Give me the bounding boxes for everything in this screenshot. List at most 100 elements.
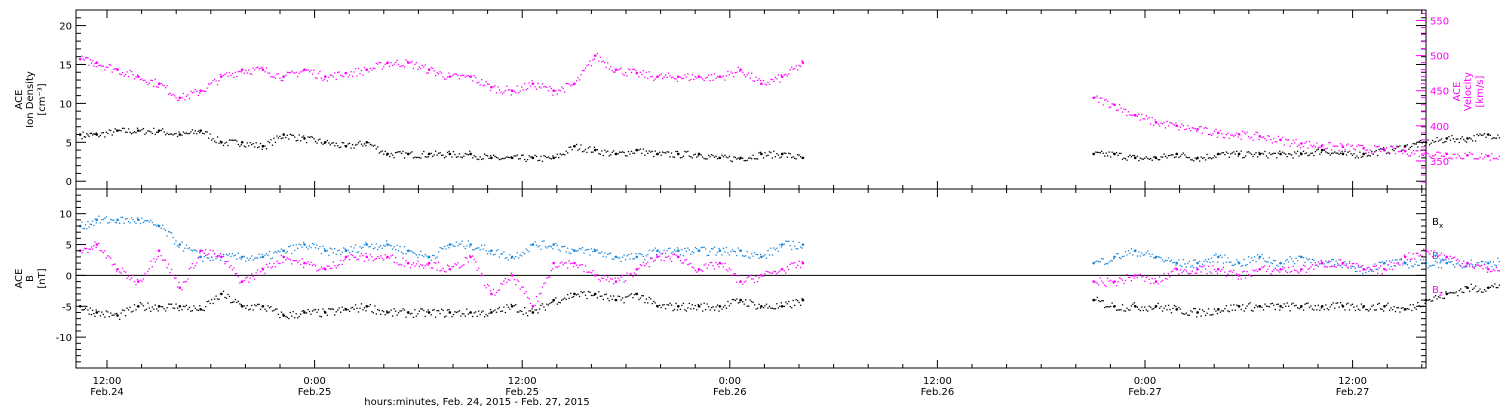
- data-dot: [694, 75, 696, 78]
- data-dot: [139, 79, 142, 81]
- data-dot: [467, 240, 469, 242]
- data-dot: [463, 245, 465, 248]
- data-dot: [409, 250, 412, 252]
- data-dot: [586, 297, 588, 300]
- data-dot: [1258, 268, 1260, 271]
- data-dot: [1313, 309, 1315, 311]
- data-dot: [458, 243, 461, 245]
- data-dot: [265, 252, 268, 255]
- data-dot: [482, 85, 484, 87]
- data-dot: [510, 303, 512, 306]
- data-dot: [709, 156, 711, 158]
- data-dot: [478, 81, 480, 83]
- data-dot: [715, 155, 717, 157]
- data-dot: [1194, 259, 1196, 261]
- data-dot: [1461, 136, 1463, 138]
- data-dot: [598, 152, 600, 155]
- data-dot: [777, 271, 780, 273]
- data-dot: [328, 76, 330, 78]
- data-dot: [298, 315, 300, 318]
- data-dot: [1382, 148, 1385, 151]
- data-dot: [216, 256, 219, 258]
- data-dot: [1166, 278, 1168, 280]
- data-dot: [1387, 263, 1389, 266]
- data-dot: [464, 152, 466, 155]
- data-dot: [130, 277, 133, 279]
- data-dot: [737, 247, 739, 249]
- data-dot: [1123, 108, 1125, 110]
- data-dot: [301, 258, 303, 260]
- data-dot: [1400, 257, 1403, 260]
- data-dot: [1334, 145, 1336, 148]
- data-dot: [529, 310, 532, 312]
- data-dot: [506, 281, 508, 284]
- data-dot: [584, 249, 587, 251]
- data-dot: [191, 250, 194, 252]
- data-dot: [1273, 304, 1275, 306]
- data-dot: [1101, 97, 1103, 99]
- data-dot: [590, 272, 593, 274]
- data-dot: [313, 309, 315, 311]
- data-dot: [191, 309, 194, 312]
- data-dot: [1172, 307, 1174, 310]
- data-dot: [1178, 306, 1180, 309]
- data-dot: [1215, 270, 1217, 272]
- data-dot: [323, 78, 326, 80]
- data-dot: [1178, 259, 1180, 261]
- data-dot: [89, 307, 91, 309]
- data-dot: [639, 264, 642, 266]
- data-point: [199, 89, 202, 93]
- data-dot: [205, 90, 207, 92]
- data-dot: [478, 267, 480, 269]
- data-dot: [774, 76, 777, 79]
- data-dot: [1353, 262, 1355, 265]
- data-dot: [1486, 287, 1489, 289]
- data-dot: [1498, 137, 1500, 139]
- data-dot: [547, 90, 550, 92]
- data-dot: [786, 240, 788, 243]
- data-dot: [1334, 151, 1336, 153]
- data-dot: [611, 151, 613, 153]
- data-dot: [1305, 271, 1308, 274]
- data-dot: [794, 304, 796, 307]
- data-dot: [1483, 156, 1486, 158]
- data-dot: [443, 245, 446, 248]
- data-dot: [598, 278, 600, 281]
- data-dot: [1184, 154, 1186, 156]
- data-dot: [1173, 156, 1176, 159]
- data-dot: [688, 302, 690, 305]
- data-dot: [98, 242, 100, 245]
- data-dot: [565, 262, 567, 264]
- data-dot: [1360, 144, 1363, 147]
- data-dot: [736, 298, 738, 300]
- data-dot: [1374, 263, 1376, 265]
- bottom-ylabel-line-2: B: [25, 275, 36, 282]
- data-dot: [661, 151, 664, 153]
- data-dot: [403, 66, 406, 68]
- data-dot: [641, 253, 643, 256]
- data-dot: [1098, 151, 1100, 154]
- data-dot: [167, 263, 170, 265]
- data-dot: [669, 247, 671, 249]
- data-dot: [1308, 267, 1311, 270]
- data-point: [303, 261, 306, 265]
- data-dot: [1138, 159, 1140, 162]
- data-dot: [728, 74, 731, 76]
- data-dot: [1440, 155, 1443, 157]
- data-dot: [151, 132, 153, 135]
- data-dot: [1196, 266, 1198, 269]
- data-dot: [1494, 158, 1496, 160]
- data-dot: [394, 257, 397, 259]
- data-dot: [1365, 152, 1367, 154]
- data-dot: [329, 308, 331, 310]
- data-dot: [1409, 304, 1411, 306]
- data-dot: [1268, 306, 1271, 308]
- data-dot: [362, 254, 364, 257]
- data-dot: [611, 278, 613, 280]
- data-dot: [1262, 153, 1265, 155]
- data-dot: [365, 68, 367, 71]
- data-dot: [81, 309, 83, 311]
- data-dot: [1098, 261, 1100, 263]
- data-dot: [642, 261, 645, 264]
- data-dot: [329, 267, 331, 270]
